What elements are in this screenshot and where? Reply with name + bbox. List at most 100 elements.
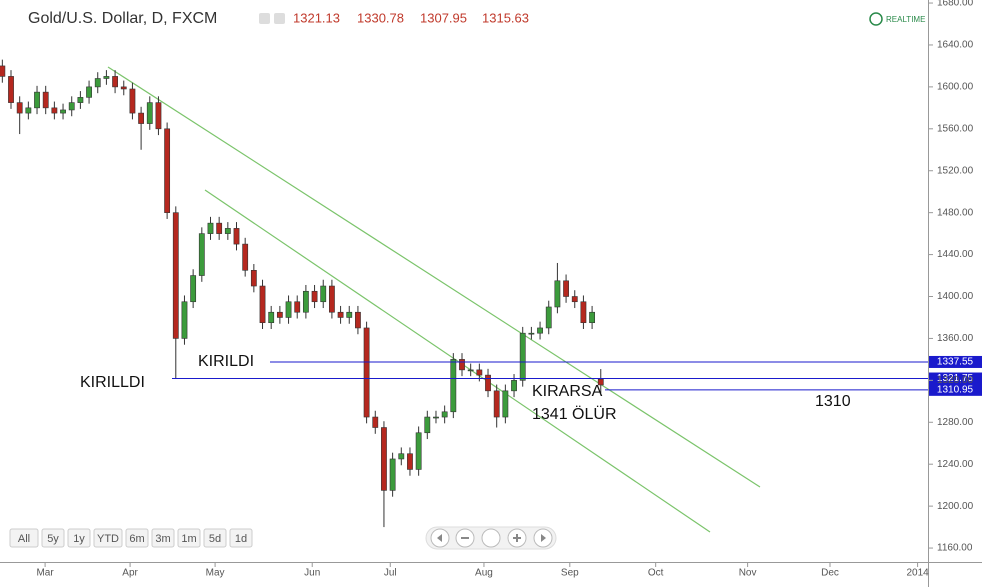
- x-tick-label: Mar: [36, 568, 54, 579]
- realtime-label: REALTIME: [886, 15, 925, 24]
- x-tick-label: Aug: [475, 568, 493, 579]
- axes: 1160.00 1200.00 1240.00 1280.00 1320.00 1360.…: [36, 0, 973, 579]
- candle-body: [51, 107, 58, 114]
- candle-body: [441, 411, 448, 418]
- candle-body: [259, 285, 266, 324]
- y-tick-label: 1560.00: [937, 123, 974, 134]
- y-tick-label: 1680.00: [937, 0, 974, 9]
- close-icon[interactable]: [274, 13, 285, 24]
- candle-body: [563, 280, 569, 297]
- button-box: [203, 528, 227, 548]
- candle-body: [34, 91, 40, 109]
- symbols: [461, 534, 521, 542]
- button-label: 5d: [209, 533, 221, 545]
- button-box: [41, 528, 65, 548]
- button-box: [151, 528, 175, 548]
- reset[interactable]: [481, 528, 501, 548]
- y-tick-label: 1160.00: [937, 543, 973, 554]
- candle-body: [346, 311, 353, 318]
- level-label: 1310.95: [937, 384, 974, 395]
- candle-body: [537, 327, 543, 334]
- candle-body: [294, 301, 301, 313]
- candle-body: [424, 416, 431, 434]
- range-button[interactable]: 1y: [67, 528, 91, 548]
- x-tick-label: 2014: [906, 568, 929, 579]
- y-tick-label: 1520.00: [937, 165, 974, 176]
- button-label: 6m: [129, 533, 144, 545]
- x-tick-label: Apr: [122, 568, 138, 579]
- candle-body: [250, 270, 257, 287]
- level-label: 1321.75: [937, 373, 974, 384]
- candle-body: [389, 458, 396, 491]
- range-buttons: All 5y 1y YTD 6m 3m 1m 5d 1d: [9, 528, 253, 548]
- level-tag: [929, 355, 982, 368]
- candle-body: [60, 109, 66, 114]
- button-box: [9, 528, 39, 548]
- range-button[interactable]: 3m: [151, 528, 175, 548]
- candle-body: [415, 432, 422, 470]
- candle-body: [407, 453, 413, 470]
- candle-body: [485, 374, 491, 392]
- candle-body: [571, 296, 578, 303]
- y-tick-label: 1440.00: [937, 249, 974, 260]
- candle-body: [589, 311, 595, 324]
- range-button[interactable]: 1m: [177, 528, 201, 548]
- chart-title: Gold/U.S. Dollar, D, FXCM: [28, 10, 217, 27]
- candle-body: [120, 86, 127, 90]
- plot-area: [0, 0, 928, 560]
- y-tick-label: 1320.00: [937, 375, 974, 386]
- candle-body: [580, 301, 587, 324]
- level-label: 1337.55: [937, 357, 974, 368]
- y-tick-label: 1600.00: [937, 82, 974, 93]
- candle-body: [528, 332, 535, 335]
- ohlc-open: 1321.13: [293, 10, 340, 25]
- candle-body: [372, 416, 379, 428]
- annotation: KIRILDI: [198, 353, 254, 370]
- range-button[interactable]: 6m: [125, 528, 149, 548]
- range-button[interactable]: All: [9, 528, 39, 548]
- candle-body: [242, 243, 249, 271]
- candle-body: [398, 453, 405, 460]
- button-box: [229, 528, 253, 548]
- annotation: 1341 ÖLÜR: [532, 405, 617, 423]
- candle-body: [129, 88, 136, 114]
- candle-body: [329, 285, 335, 313]
- candle-body: [0, 65, 6, 77]
- candle-body: [554, 280, 561, 308]
- candle-body: [545, 306, 552, 329]
- candle-body: [112, 76, 118, 88]
- candle-body: [302, 290, 309, 313]
- candle-body: [86, 86, 92, 98]
- candle-body: [190, 275, 197, 303]
- candle-body: [181, 301, 188, 339]
- x-tick-label: Sep: [561, 568, 579, 579]
- button-label: 1y: [73, 533, 85, 545]
- candle-body: [103, 76, 110, 79]
- button-label: 5y: [47, 533, 59, 545]
- candle-body: [207, 222, 214, 234]
- button-label: YTD: [97, 533, 119, 545]
- realtime-icon: [869, 12, 883, 26]
- range-button[interactable]: YTD: [93, 528, 123, 548]
- range-button[interactable]: 1d: [229, 528, 253, 548]
- x-tick-label: May: [206, 568, 225, 579]
- range-button[interactable]: 5d: [203, 528, 227, 548]
- y-tick-label: 1400.00: [937, 291, 974, 302]
- candle-body: [198, 233, 205, 276]
- candle-body: [25, 107, 32, 114]
- button-box: [93, 528, 123, 548]
- level-tag: [929, 383, 982, 396]
- candle-body: [493, 390, 500, 418]
- candle-body: [363, 327, 370, 418]
- candle-body: [311, 290, 318, 303]
- x-tick-label: Jun: [304, 568, 320, 579]
- candle-body: [216, 222, 223, 234]
- candle-body: [476, 369, 483, 376]
- settings-icon[interactable]: [259, 13, 270, 24]
- candle-body: [450, 359, 457, 413]
- y-tick-label: 1200.00: [937, 501, 974, 512]
- candle-body: [155, 102, 162, 130]
- range-button[interactable]: 5y: [41, 528, 65, 548]
